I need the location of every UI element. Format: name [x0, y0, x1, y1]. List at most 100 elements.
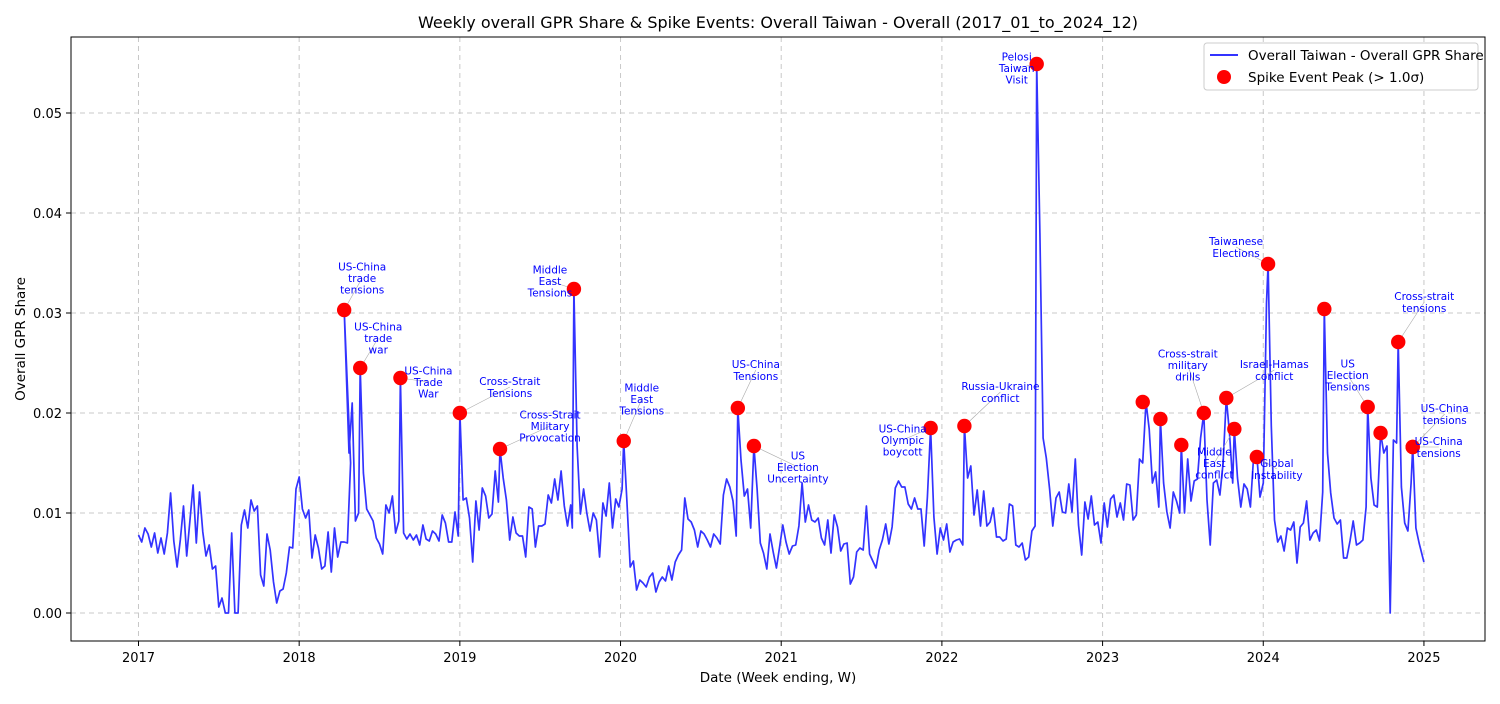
annotation-connector	[753, 445, 799, 468]
spike-marker	[393, 370, 408, 386]
annotation-connector	[1226, 369, 1275, 399]
plot-frame	[70, 36, 1486, 642]
annotation-line: East	[630, 394, 653, 406]
annotation-line: Tensions	[487, 388, 533, 400]
annotation-line: Election	[1327, 370, 1369, 382]
x-tick-label: 2025	[1407, 651, 1440, 666]
spike-marker	[746, 438, 762, 454]
annotation-line: drills	[1175, 372, 1200, 384]
spike-marker	[730, 400, 746, 416]
annotation-line: US-China	[1421, 403, 1469, 415]
legend-spike-swatch	[1217, 70, 1231, 84]
annotation-line: tensions	[340, 285, 384, 297]
annotation-connector	[459, 386, 510, 414]
annotation-connector	[1397, 301, 1425, 343]
legend-box	[1203, 42, 1479, 91]
annotation-line: Tensions	[527, 288, 573, 300]
annotation-line: war	[369, 345, 389, 357]
spike-annotation: Cross-strait tensions	[1394, 291, 1454, 315]
annotation-line: Tensions	[732, 371, 778, 383]
spike-marker	[957, 418, 972, 434]
x-tick-label: 2023	[1086, 651, 1119, 666]
y-tick-label: 0.05	[33, 107, 62, 122]
annotation-line: War	[418, 389, 439, 401]
spike-annotation: Pelosi Taiwan Visit	[998, 51, 1035, 86]
y-tick-label: 0.02	[33, 407, 62, 422]
annotation-line: US-China	[354, 321, 402, 333]
annotation-line: Tensions	[1324, 382, 1370, 394]
annotation-line: Cross-Strait	[479, 376, 540, 388]
spike-annotation: US-China trade war	[354, 321, 402, 356]
spike-marker	[1405, 439, 1420, 455]
spike-marker	[452, 405, 468, 421]
spike-marker	[1391, 334, 1406, 350]
spike-annotation: US-China tensions	[1421, 403, 1469, 427]
gpr-share-line	[137, 63, 1425, 614]
spike-marker	[1360, 399, 1375, 415]
y-tick-label: 0.00	[33, 607, 62, 622]
annotation-line: trade	[348, 273, 376, 285]
annotation-connector	[1187, 364, 1205, 414]
series	[137, 63, 1425, 614]
annotation-line: Cross-Strait	[519, 409, 580, 421]
legend-spike-label: Spike Event Peak (> 1.0σ)	[1248, 70, 1424, 86]
annotation-line: Middle	[533, 264, 568, 276]
annotation-line: Provocation	[519, 433, 581, 445]
spike-marker	[1249, 449, 1265, 465]
spike-annotation: US-China trade tensions	[338, 261, 386, 296]
annotation-line: Olympic	[881, 435, 924, 447]
spike-annotation: Middle East Tensions	[618, 382, 664, 417]
spike-annotation: Middle East conflict	[1195, 446, 1233, 481]
legend-line-label: Overall Taiwan - Overall GPR Share	[1248, 48, 1484, 64]
annotation-line: Middle	[1197, 446, 1232, 458]
spike-marker	[1196, 405, 1212, 421]
annotation-line: conflict	[1255, 371, 1293, 383]
spike-annotation: Cross-strait military drills	[1158, 348, 1218, 383]
annotation-line: US-China	[338, 261, 386, 273]
spike-marker	[1174, 437, 1189, 453]
annotation-line: Cross-strait	[1394, 291, 1454, 303]
spike-annotation: Israel-Hamas conflict	[1240, 359, 1309, 383]
annotation-line: US	[1341, 358, 1356, 370]
annotation-line: Taiwanese	[1208, 236, 1263, 248]
spike-annotation: US Election Tensions	[1324, 358, 1370, 393]
spike-annotation: Global Instability	[1251, 458, 1303, 482]
annotation-line: East	[539, 276, 562, 288]
spike-annotation: US Election Uncertainty	[767, 450, 828, 485]
spike-marker	[1260, 256, 1276, 272]
spike-marker	[1373, 425, 1388, 441]
annotation-connectors	[343, 63, 1445, 470]
legend: Overall Taiwan - Overall GPR Share Spike…	[1203, 42, 1484, 91]
y-tick-label: 0.01	[33, 507, 62, 522]
spike-annotation: US-China Trade War	[404, 365, 452, 400]
annotation-line: Taiwan	[998, 63, 1035, 75]
x-tick-label: 2022	[925, 651, 958, 666]
y-axis-label: Overall GPR Share	[13, 277, 29, 401]
annotation-line: Election	[777, 462, 819, 474]
annotation-line: Pelosi	[1002, 51, 1032, 63]
annotation-line: tensions	[1417, 448, 1461, 460]
spike-marker	[336, 302, 352, 318]
annotation-line: military	[1168, 360, 1208, 372]
spike-annotation: Cross-Strait Military Provocation	[519, 409, 581, 444]
annotation-line: East	[1203, 458, 1226, 470]
annotation-line: tensions	[1402, 303, 1446, 315]
spike-marker	[1135, 394, 1150, 410]
spike-marker	[923, 420, 938, 436]
annotation-line: Israel-Hamas	[1240, 359, 1309, 371]
spike-annotation: US-China Olympic boycott	[879, 423, 927, 458]
annotation-line: boycott	[883, 447, 923, 459]
spike-annotation: US-China tensions	[1415, 436, 1463, 460]
x-tick-label: 2018	[283, 651, 316, 666]
annotation-line: Russia-Ukraine	[961, 381, 1039, 393]
spike-annotation: Russia-Ukraine conflict	[961, 381, 1039, 405]
annotation-line: conflict	[981, 393, 1019, 405]
x-tick-label: 2017	[122, 651, 155, 666]
annotation-line: Trade	[413, 377, 443, 389]
grid	[71, 37, 1485, 641]
spike-markers	[336, 56, 1420, 465]
y-tick-label: 0.04	[33, 207, 62, 222]
